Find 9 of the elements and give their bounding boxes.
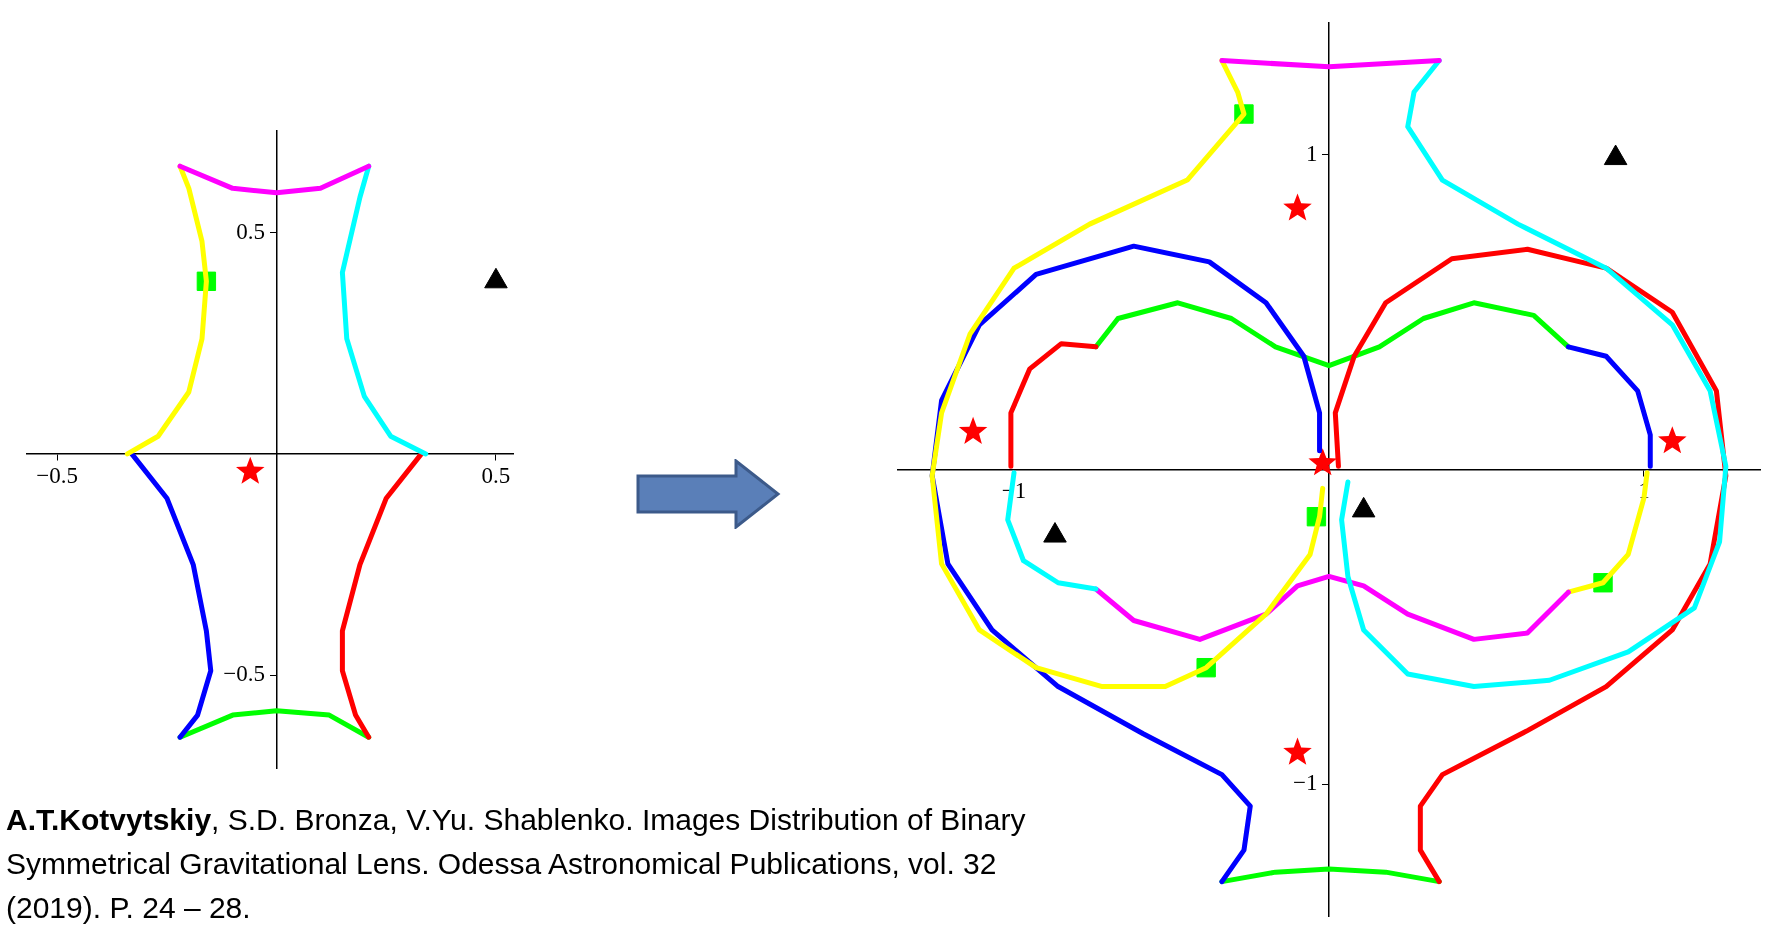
point xyxy=(1658,426,1687,454)
point xyxy=(1283,737,1312,765)
point xyxy=(1283,193,1312,221)
point xyxy=(958,416,988,444)
y-tick-label: 1 xyxy=(1306,140,1329,166)
annotation: A.T.Kotvytskiy, S.D. Bronza, V.Yu. Shablenko. Images Distribution of Binary Symmetrical Gravitational Lens. Odessa Astronomical Publications, vol. 32 (2019). P. 24 – 28. xyxy=(6,802,1027,926)
point xyxy=(1043,522,1067,543)
point xyxy=(1603,144,1628,166)
point xyxy=(1308,448,1337,476)
